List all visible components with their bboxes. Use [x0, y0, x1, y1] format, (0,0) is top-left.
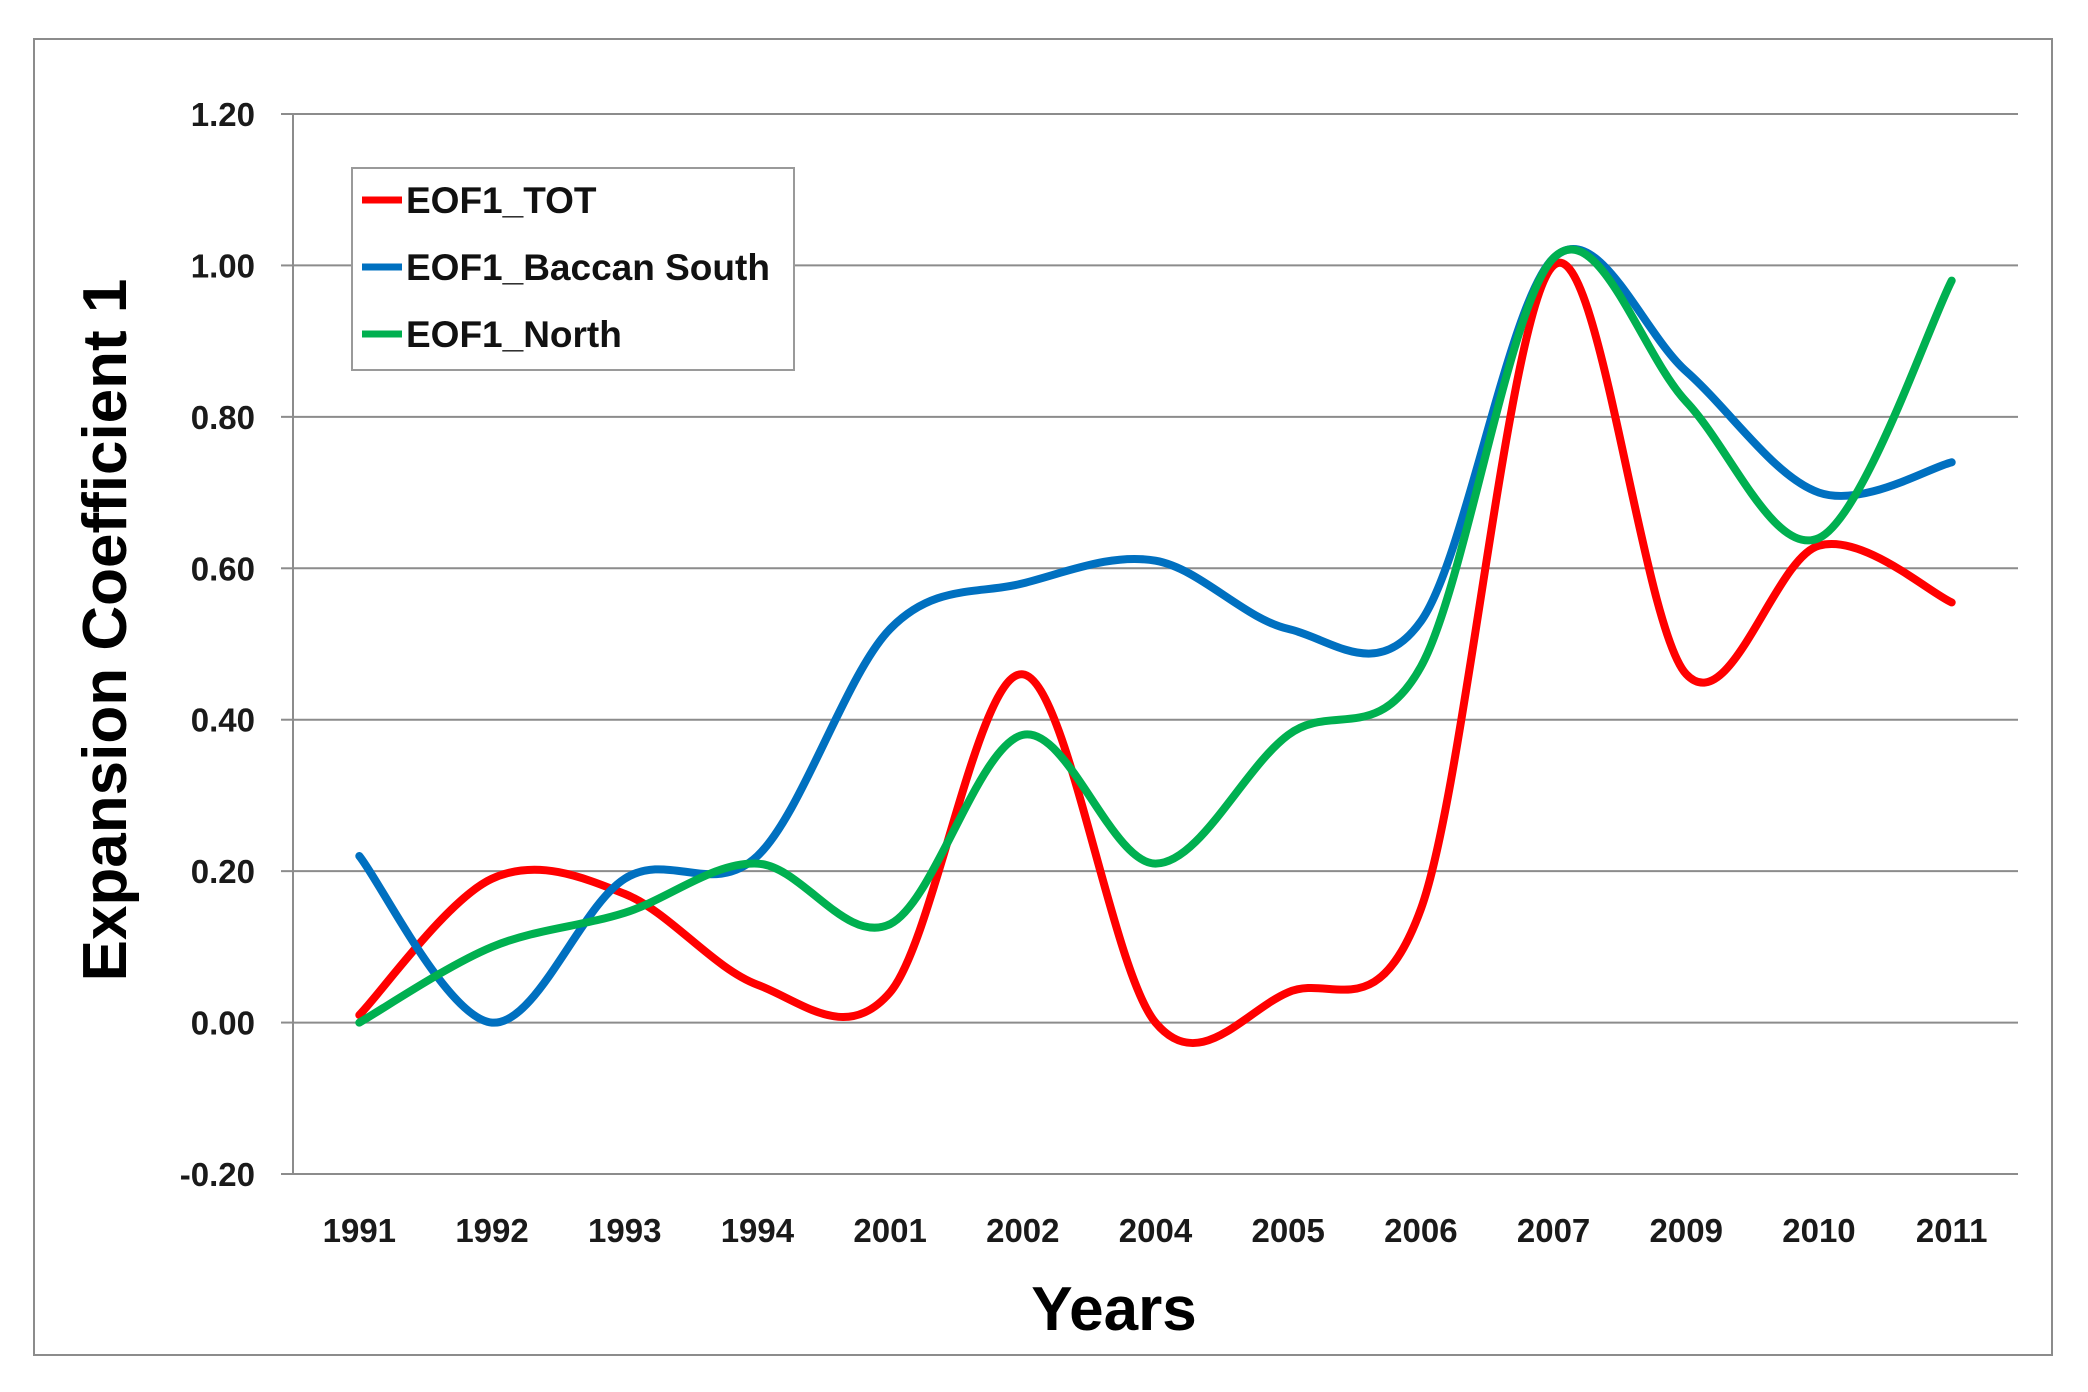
x-tick-label: 2010	[1782, 1212, 1855, 1249]
x-tick-label: 1994	[721, 1212, 795, 1249]
y-axis-title: Expansion Coefficient 1	[71, 279, 140, 982]
x-tick-label: 2002	[986, 1212, 1059, 1249]
x-tick-label: 2007	[1517, 1212, 1590, 1249]
legend-label: EOF1_North	[406, 314, 622, 355]
legend: EOF1_TOT EOF1_Baccan South EOF1_North	[351, 167, 795, 371]
y-tick-label: 0.40	[191, 702, 255, 739]
x-axis-title: Years	[1031, 1275, 1197, 1344]
x-tick-label: 2005	[1251, 1212, 1324, 1249]
x-tick-label: 2001	[853, 1212, 926, 1249]
x-tick-label: 2004	[1119, 1212, 1193, 1249]
legend-label: EOF1_TOT	[406, 180, 597, 221]
x-tick-label: 1992	[455, 1212, 528, 1249]
y-tick-label: 1.00	[191, 247, 255, 284]
y-tick-label: 0.60	[191, 550, 255, 587]
series-line-eof1-tot	[355, 258, 1956, 1048]
x-tick-label: 2009	[1650, 1212, 1723, 1249]
y-tick-label: 1.20	[191, 96, 255, 133]
x-tick-label: 1991	[323, 1212, 396, 1249]
y-tick-label: -0.20	[180, 1156, 255, 1193]
x-tick-label: 2011	[1916, 1212, 1988, 1249]
y-tick-label: 0.20	[191, 853, 255, 890]
legend-label: EOF1_Baccan South	[406, 247, 770, 288]
y-tick-labels: -0.20 0.00 0.20 0.40 0.60 0.80 1.00 1.20	[180, 96, 255, 1193]
x-tick-label: 1993	[588, 1212, 661, 1249]
y-tick-label: 0.80	[191, 399, 255, 436]
x-tick-labels: 1991 1992 1993 1994 2001 2002 2004 2005 2006 2007…	[323, 1212, 1988, 1249]
series-lines	[355, 245, 1956, 1048]
series-line-eof1-north	[355, 245, 1956, 1027]
x-tick-label: 2006	[1384, 1212, 1457, 1249]
y-tick-label: 0.00	[191, 1005, 255, 1042]
legend-box	[351, 167, 795, 371]
series-line-eof1-baccan-south	[355, 245, 1956, 1027]
